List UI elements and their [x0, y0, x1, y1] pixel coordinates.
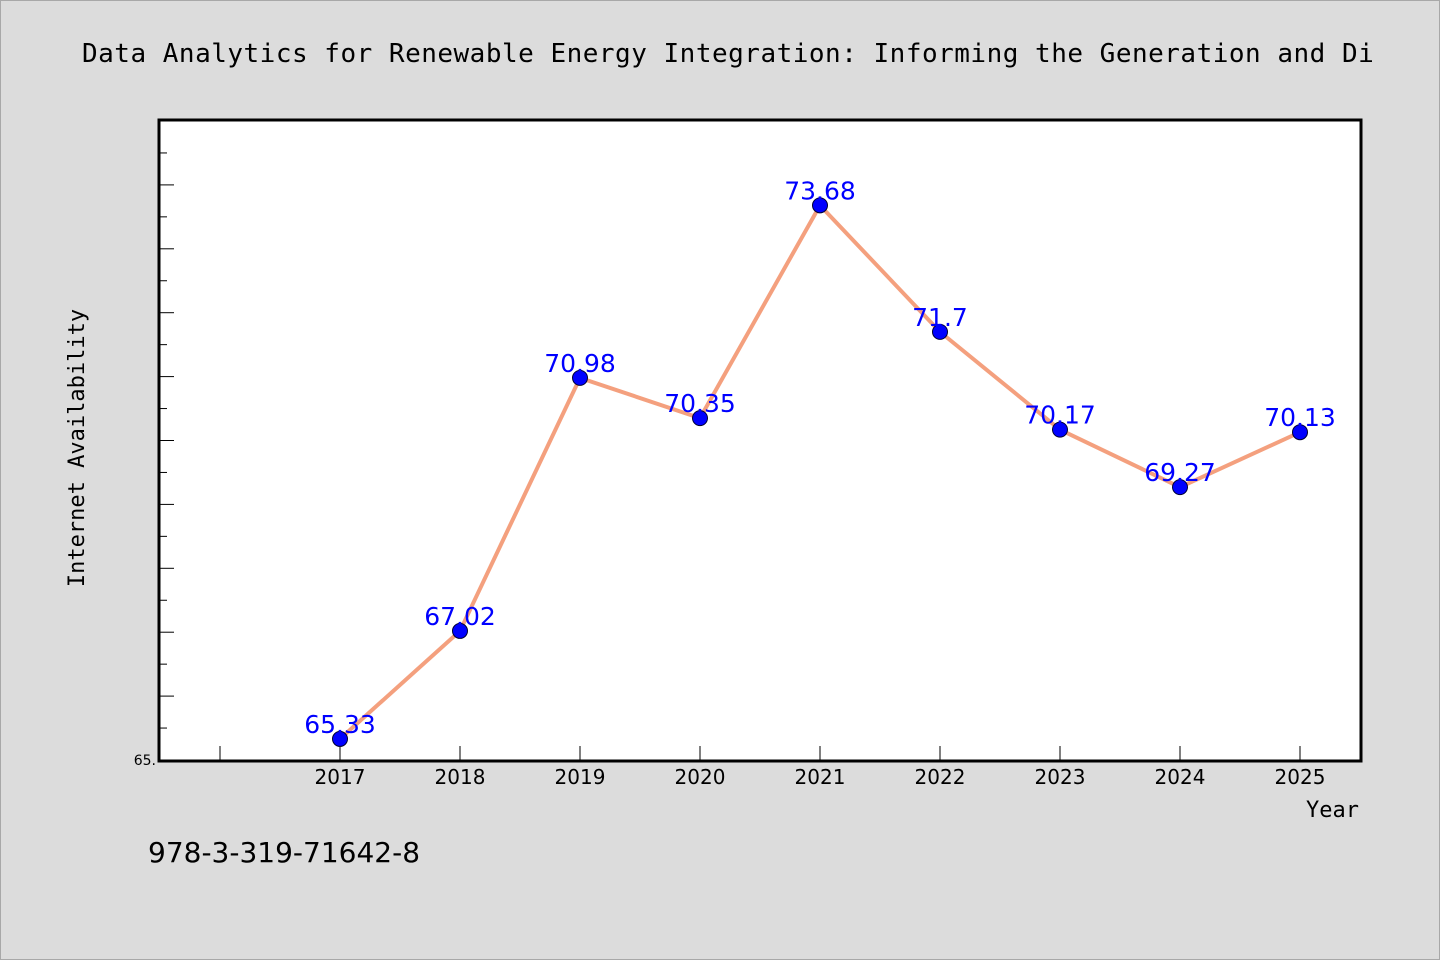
isbn-text: 978-3-319-71642-8	[148, 836, 420, 869]
data-point	[932, 323, 948, 340]
data-label: 69.27	[1144, 458, 1216, 487]
data-label: 71.7	[912, 303, 968, 332]
x-tick-label: 2017	[315, 765, 366, 789]
data-point	[692, 410, 708, 427]
x-tick-label: 2021	[795, 765, 846, 789]
plot-area	[157, 118, 1363, 763]
x-tick-label: 2024	[1155, 765, 1206, 789]
data-point	[332, 730, 348, 747]
data-label: 70.17	[1024, 401, 1096, 430]
x-tick-label: 2023	[1035, 765, 1086, 789]
x-axis-tick-labels: 2017 2018 2019 2020 2021 2022 2023 2024 2025	[315, 765, 1326, 789]
y-tick-label: 65.	[134, 753, 156, 769]
x-axis-label: Year	[1306, 798, 1359, 823]
series-markers	[332, 197, 1308, 747]
chart-title: Data Analytics for Renewable Energy Inte…	[82, 39, 1374, 69]
x-tick-label: 2022	[915, 765, 966, 789]
data-label: 67.02	[424, 602, 496, 631]
x-tick-label: 2020	[675, 765, 726, 789]
data-point	[1172, 479, 1188, 496]
data-point	[812, 197, 828, 214]
y-axis-tick-labels: 65.	[134, 753, 156, 769]
data-label: 73.68	[784, 176, 856, 205]
x-tick-label: 2019	[555, 765, 606, 789]
data-label: 65.33	[304, 710, 376, 739]
data-point	[1292, 424, 1308, 441]
x-tick-label: 2025	[1275, 765, 1326, 789]
x-tick-label: 2018	[435, 765, 486, 789]
x-axis-ticks	[219, 746, 1301, 760]
y-axis-ticks	[160, 120, 174, 761]
data-point	[572, 369, 588, 386]
data-label: 70.35	[664, 389, 736, 418]
data-point	[452, 622, 468, 639]
series-data-labels: 65.33 67.02 70.98 70.35 73.68 71.7 70.17 69.27 7…	[304, 176, 1336, 739]
data-label: 70.98	[544, 349, 616, 378]
data-point	[1052, 421, 1068, 438]
y-axis-label: Internet Availability	[65, 309, 90, 587]
data-label: 70.13	[1264, 403, 1336, 432]
